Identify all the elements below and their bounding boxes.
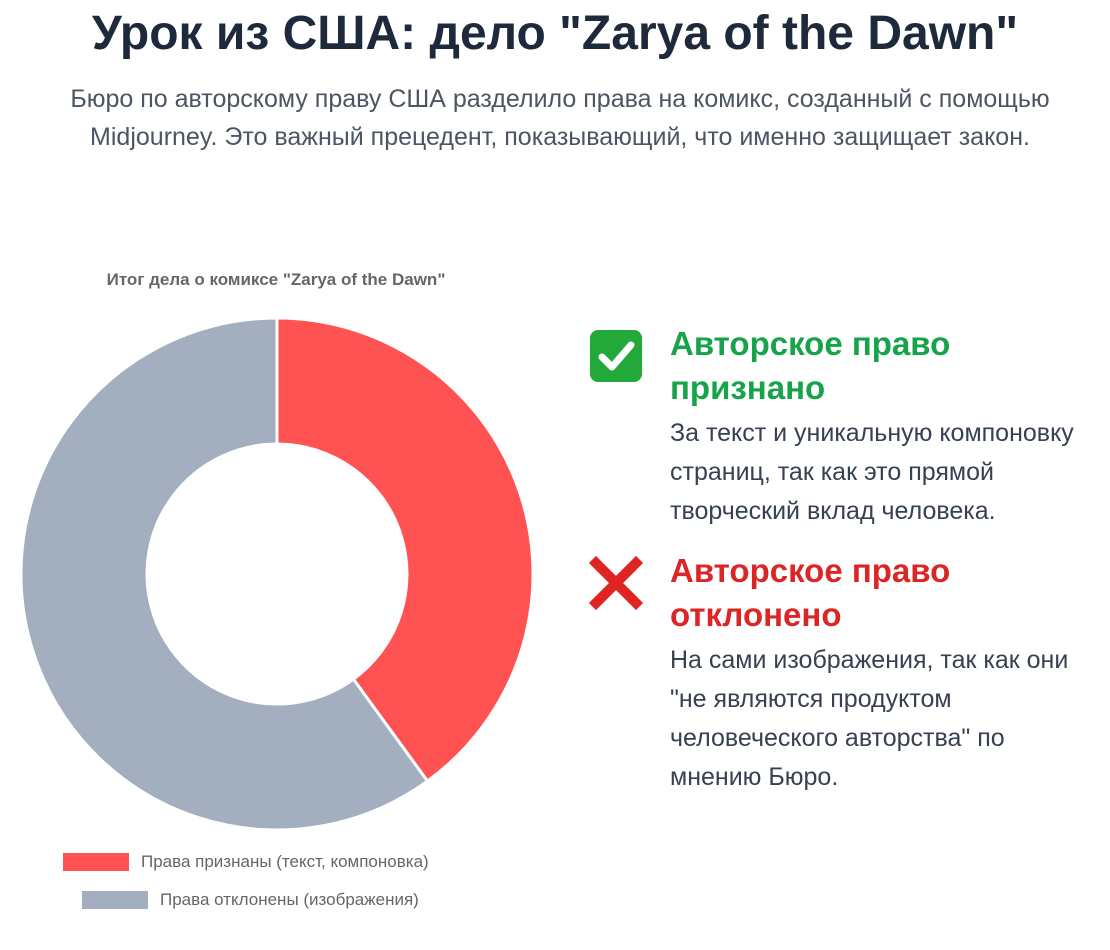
card-recognized-heading: Авторское право признано <box>670 325 951 406</box>
donut-chart <box>19 316 535 832</box>
card-recognized-text: За текст и уникальную компоновку страниц… <box>670 419 1074 525</box>
page-subtitle: Бюро по авторскому праву США разделило п… <box>70 85 1050 151</box>
card-rejected-heading: Авторское право отклонено <box>670 552 951 633</box>
legend-item-rejected[interactable]: Права отклонены (изображения) <box>82 890 419 910</box>
legend-label-recognized: Права признаны (текст, компоновка) <box>141 852 429 871</box>
slice-recognized[interactable] <box>275 316 535 784</box>
chart-title: Итог дела о комиксе "Zarya of the Dawn" <box>106 270 446 289</box>
slice-rejected[interactable] <box>19 316 430 832</box>
legend-swatch-rejected <box>82 891 148 909</box>
card-recognized-body: Авторское право признано За текст и уник… <box>670 322 1088 531</box>
page-title: Урок из США: дело "Zarya of the Dawn" <box>91 7 1019 60</box>
card-rejected: Авторское право отклонено На сами изобра… <box>588 549 1088 797</box>
legend-swatch-recognized <box>63 853 129 871</box>
legend-label-rejected: Права отклонены (изображения) <box>160 890 419 909</box>
card-rejected-text: На сами изображения, так как они "не явл… <box>670 646 1069 791</box>
cross-mark-icon <box>588 555 644 611</box>
chart-container: Итог дела о комиксе "Zarya of the Dawn" … <box>0 262 560 932</box>
outcome-cards: Авторское право признано За текст и уник… <box>588 322 1088 815</box>
card-recognized: Авторское право признано За текст и уник… <box>588 322 1088 531</box>
card-rejected-body: Авторское право отклонено На сами изобра… <box>670 549 1088 797</box>
legend-item-recognized[interactable]: Права признаны (текст, компоновка) <box>63 852 429 872</box>
check-mark-icon <box>590 330 642 382</box>
